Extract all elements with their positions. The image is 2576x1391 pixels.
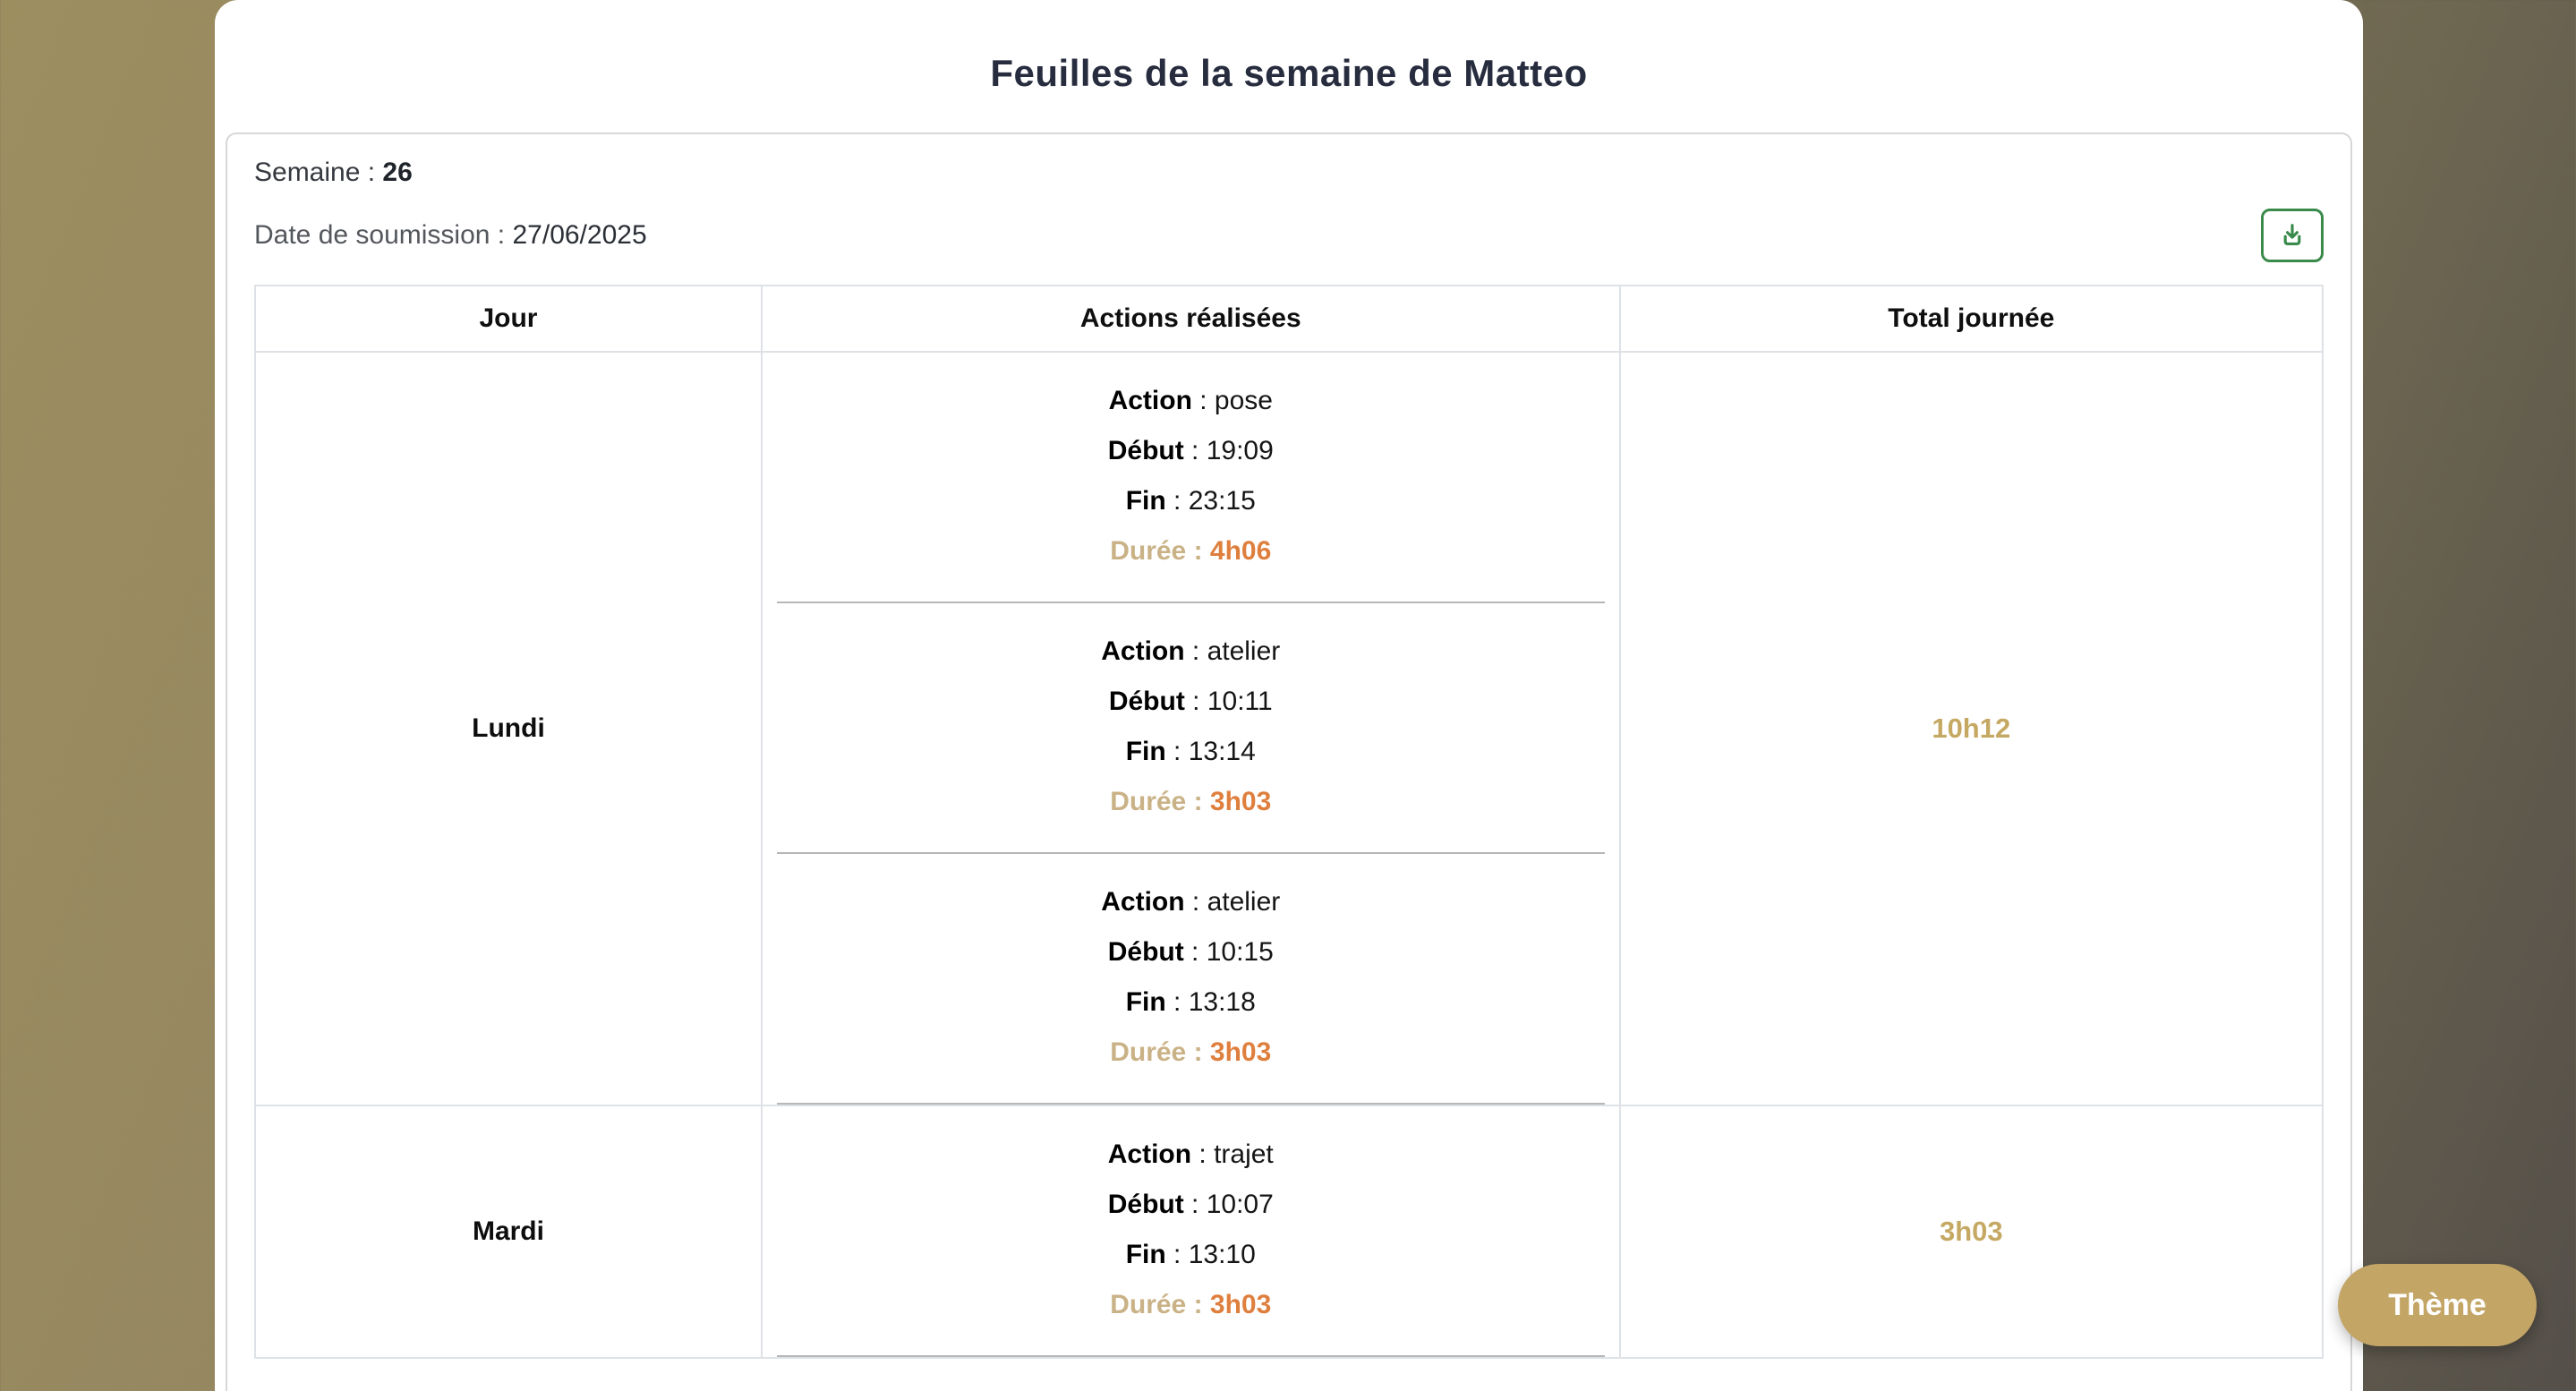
main-card: Feuilles de la semaine de Matteo Semaine… — [215, 0, 2363, 1391]
page-title: Feuilles de la semaine de Matteo — [990, 52, 1588, 94]
actions-cell: Action : trajet Début : 10:07 Fin : 13:1… — [760, 1105, 1621, 1359]
theme-button[interactable]: Thème — [2338, 1264, 2537, 1346]
column-header-jour: Jour — [254, 285, 763, 353]
total-cell: 10h12 — [1618, 351, 2324, 1106]
action-line-action: Action : trajet — [1107, 1139, 1274, 1169]
action-line-duree: Durée : 3h03 — [1110, 1290, 1272, 1319]
week-panel: Semaine : 26 Date de soumission : 27/06/… — [226, 132, 2352, 1391]
header-row: Jour Actions réalisées Total journée — [254, 285, 2324, 353]
action-line-action: Action : pose — [1108, 386, 1273, 415]
table-row: Mardi Action : trajet Début : 10:07 Fin … — [254, 1105, 2324, 1359]
action-block: Action : atelier Début : 10:11 Fin : 13:… — [763, 603, 1619, 852]
action-line-fin: Fin : 13:10 — [1125, 1240, 1256, 1269]
table-row: Lundi Action : pose Début : 19:09 Fin : … — [254, 351, 2324, 1106]
submission-value: 27/06/2025 — [512, 220, 647, 250]
action-line-debut: Début : 10:07 — [1107, 1190, 1274, 1219]
action-line-duree: Durée : 4h06 — [1110, 536, 1272, 566]
actions-cell: Action : pose Début : 19:09 Fin : 23:15 … — [760, 351, 1621, 1106]
action-line-fin: Fin : 13:18 — [1125, 987, 1256, 1017]
total-cell: 3h03 — [1618, 1105, 2324, 1359]
column-header-actions: Actions réalisées — [760, 285, 1621, 353]
action-line-debut: Début : 10:11 — [1108, 687, 1273, 716]
action-line-debut: Début : 10:15 — [1107, 937, 1274, 967]
submission-date-line: Date de soumission : 27/06/2025 — [254, 220, 647, 251]
action-line-action: Action : atelier — [1101, 887, 1281, 917]
timesheet-table: Jour Actions réalisées Total journée Lun… — [254, 285, 2324, 1359]
action-separator — [776, 852, 1605, 854]
action-line-fin: Fin : 23:15 — [1125, 486, 1256, 516]
day-cell: Mardi — [254, 1105, 763, 1359]
week-label: Semaine : — [254, 158, 376, 187]
download-icon — [2283, 224, 2301, 246]
week-line: Semaine : 26 — [254, 158, 2324, 188]
column-header-total: Total journée — [1618, 285, 2324, 353]
action-block: Action : atelier Début : 10:15 Fin : 13:… — [763, 854, 1619, 1103]
action-block: Action : pose Début : 19:09 Fin : 23:15 … — [763, 353, 1619, 602]
action-separator — [776, 602, 1605, 603]
submission-row: Date de soumission : 27/06/2025 — [254, 208, 2324, 263]
action-block: Action : trajet Début : 10:07 Fin : 13:1… — [763, 1106, 1619, 1355]
action-separator — [776, 1103, 1605, 1105]
download-button[interactable] — [2261, 209, 2324, 262]
week-value: 26 — [382, 158, 413, 187]
action-line-duree: Durée : 3h03 — [1110, 1037, 1272, 1067]
submission-label: Date de soumission : — [254, 220, 506, 250]
action-line-debut: Début : 19:09 — [1107, 436, 1274, 465]
action-line-duree: Durée : 3h03 — [1110, 787, 1272, 816]
action-line-fin: Fin : 13:14 — [1125, 737, 1256, 766]
action-separator — [776, 1355, 1605, 1357]
action-line-action: Action : atelier — [1101, 636, 1281, 666]
day-cell: Lundi — [254, 351, 763, 1106]
